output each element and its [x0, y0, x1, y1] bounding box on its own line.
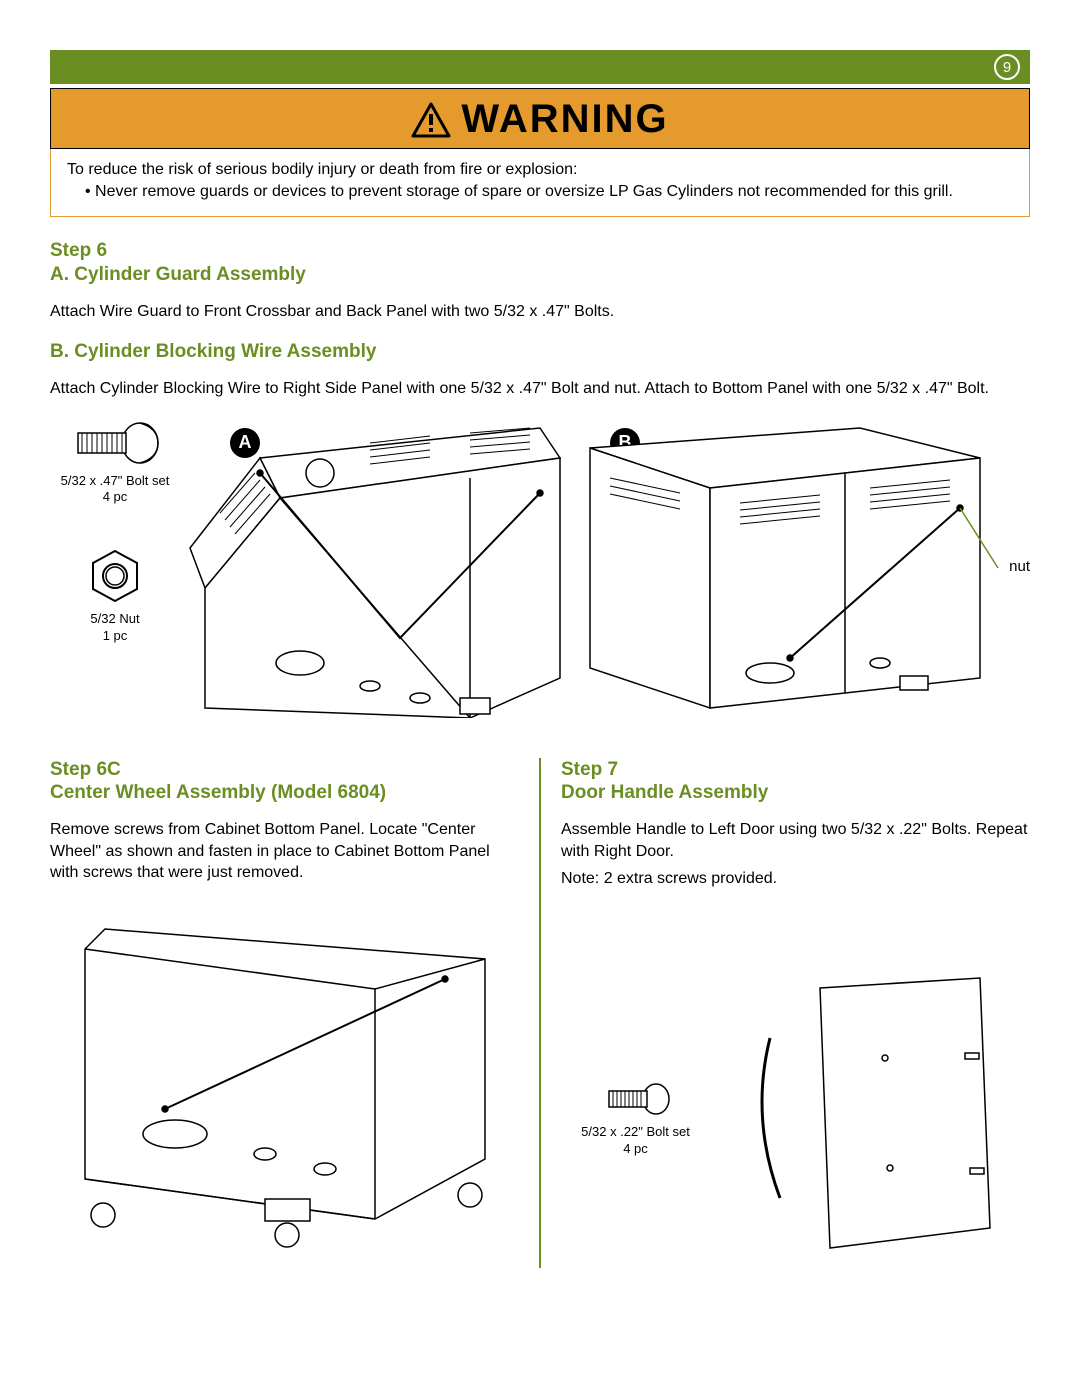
step7-column: Step 7 Door Handle Assembly Assemble Han… — [539, 758, 1030, 1269]
step6c-text: Remove screws from Cabinet Bottom Panel.… — [50, 819, 519, 909]
page-number-badge: 9 — [994, 54, 1020, 80]
diagram-b — [580, 418, 1000, 718]
step6c-heading: Step 6C Center Wheel Assembly (Model 680… — [50, 758, 519, 806]
step7-bolt-qty: 4 pc — [581, 1141, 690, 1158]
warning-triangle-icon — [411, 102, 451, 138]
step6-heading-line2: A. Cylinder Guard Assembly — [50, 264, 306, 285]
top-bar: 9 — [50, 50, 1030, 84]
nut-icon — [85, 546, 145, 606]
warning-title: WARNING — [461, 97, 668, 142]
nut-hardware: 5/32 Nut 1 pc — [50, 546, 180, 645]
step6b-heading: B. Cylinder Blocking Wire Assembly — [50, 340, 1030, 364]
nut-qty: 1 pc — [50, 628, 180, 645]
warning-bullet: • Never remove guards or devices to prev… — [67, 181, 1013, 203]
step6-heading-line1: Step 6 — [50, 240, 107, 261]
step7-heading: Step 7 Door Handle Assembly — [561, 758, 1030, 806]
step6-text-b: Attach Cylinder Blocking Wire to Right S… — [50, 378, 1030, 400]
step6c-diagram — [50, 919, 519, 1259]
step7-text: Assemble Handle to Left Door using two 5… — [561, 819, 1030, 862]
step7-note: Note: 2 extra screws provided. — [561, 868, 1030, 958]
step6c-heading-line1: Step 6C — [50, 759, 121, 780]
step7-bolt-label: 5/32 x .22" Bolt set — [581, 1124, 690, 1141]
bolt-hardware: 5/32 x .47" Bolt set 4 pc — [50, 418, 180, 507]
warning-banner: WARNING — [50, 88, 1030, 149]
small-bolt-icon — [601, 1079, 671, 1119]
nut-label: 5/32 Nut — [50, 611, 180, 628]
bolt-label: 5/32 x .47" Bolt set — [50, 473, 180, 490]
diagram-a — [170, 418, 570, 718]
bolt-icon — [70, 418, 160, 468]
step6c-heading-line2: Center Wheel Assembly (Model 6804) — [50, 782, 386, 803]
step7-diagram-row: 5/32 x .22" Bolt set 4 pc — [561, 968, 1030, 1268]
nut-callout: nut — [1009, 558, 1030, 575]
step7-heading-line1: Step 7 — [561, 759, 618, 780]
step6-diagram-row: 5/32 x .47" Bolt set 4 pc 5/32 Nut 1 pc … — [50, 418, 1030, 728]
hardware-column: 5/32 x .47" Bolt set 4 pc 5/32 Nut 1 pc — [50, 418, 180, 685]
warning-intro: To reduce the risk of serious bodily inj… — [67, 159, 1013, 181]
step7-heading-line2: Door Handle Assembly — [561, 782, 768, 803]
door-diagram — [710, 968, 1010, 1268]
lower-two-columns: Step 6C Center Wheel Assembly (Model 680… — [50, 758, 1030, 1269]
bolt-qty: 4 pc — [50, 489, 180, 506]
step6-heading: Step 6 A. Cylinder Guard Assembly — [50, 239, 1030, 287]
warning-text-box: To reduce the risk of serious bodily inj… — [50, 149, 1030, 217]
step6-text-a: Attach Wire Guard to Front Crossbar and … — [50, 301, 1030, 323]
step6-diagrams: A B nut — [190, 418, 1030, 728]
step7-bolt-hardware: 5/32 x .22" Bolt set 4 pc — [581, 1079, 690, 1158]
step6c-column: Step 6C Center Wheel Assembly (Model 680… — [50, 758, 539, 1269]
